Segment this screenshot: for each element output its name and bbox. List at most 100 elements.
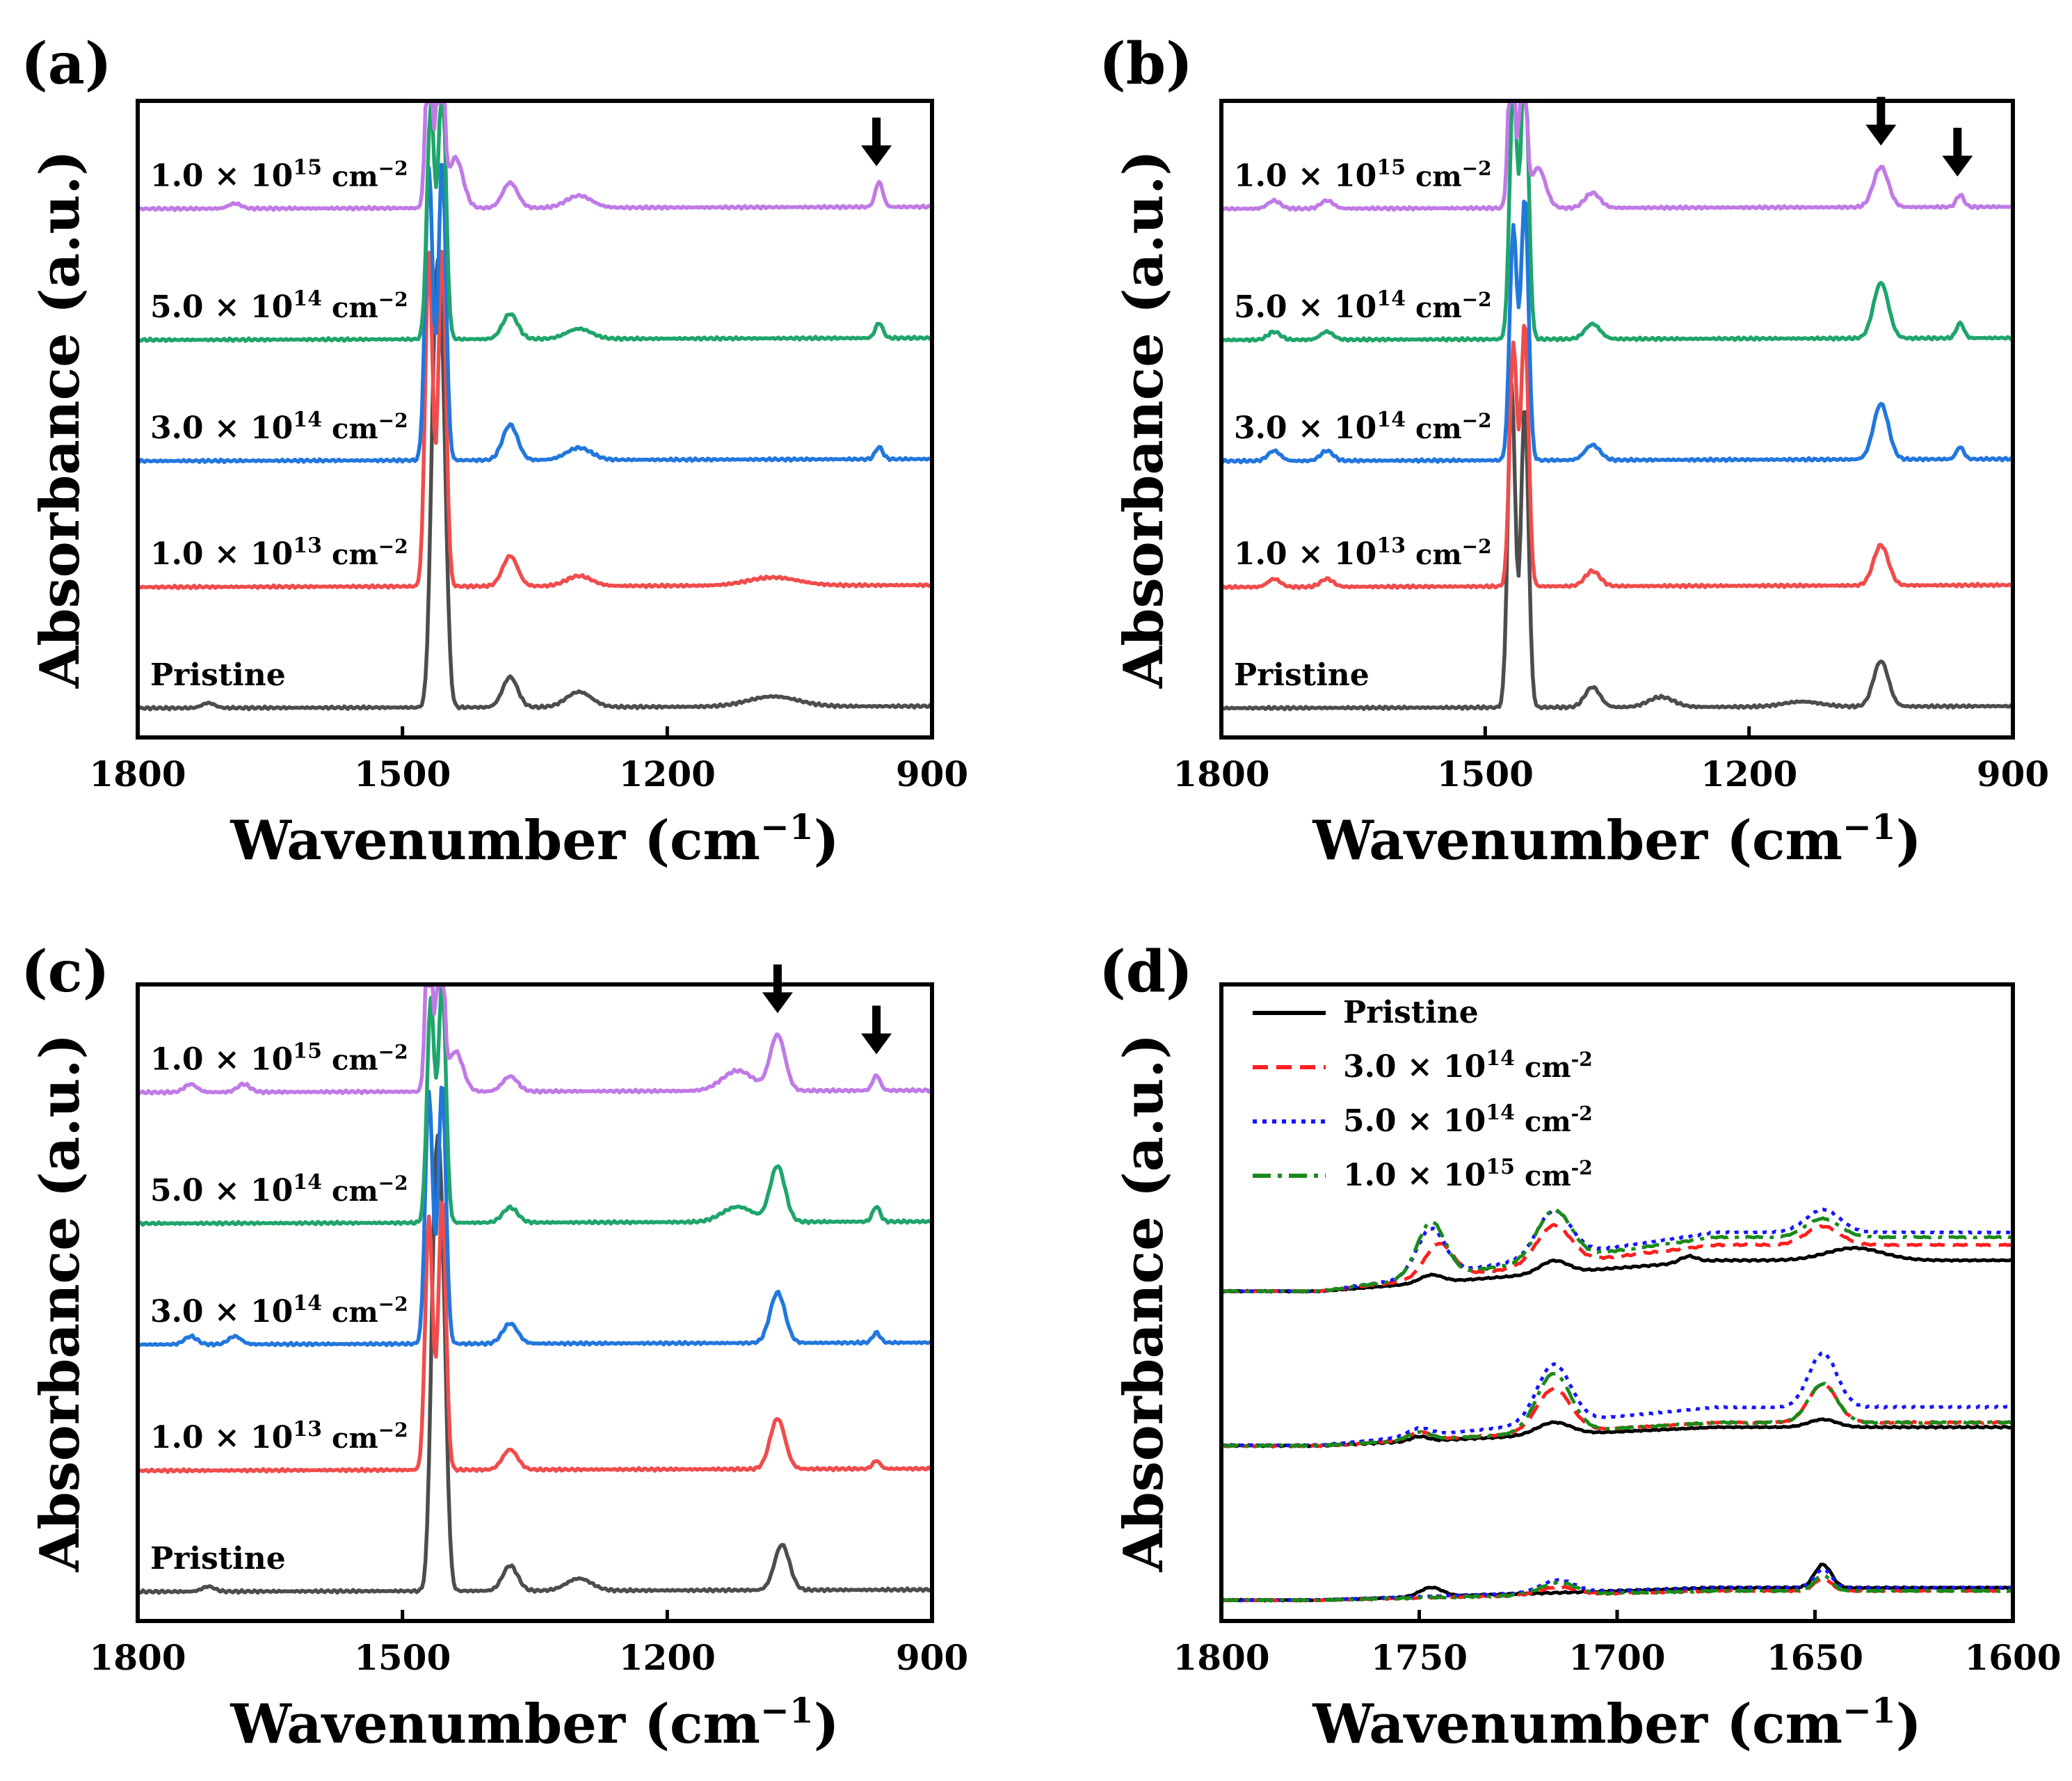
- text-span: −2: [1462, 408, 1492, 431]
- arrow-head: [762, 992, 793, 1014]
- arrow-marker: [762, 964, 793, 1014]
- arrow-shaft: [872, 1005, 881, 1037]
- text-span: 5.0 × 10: [1234, 289, 1376, 325]
- text-span: ): [1896, 809, 1922, 872]
- text-span: 5.0 × 10: [150, 1173, 293, 1208]
- x-tick-label: 1200: [1701, 753, 1797, 794]
- text-span: Pristine: [1234, 657, 1370, 693]
- series-line-d3e14: [136, 1085, 933, 1348]
- text-span: −2: [378, 287, 408, 310]
- x-tick-label: 900: [1977, 753, 2049, 794]
- y-axis-label: Absorbance (a.u.): [1112, 1034, 1175, 1573]
- series-label-d1e13: 1.0 × 1013 cm−2: [150, 1417, 408, 1456]
- series-line-top-d_3e14: [1221, 1222, 2014, 1294]
- text-span: cm: [322, 1422, 378, 1455]
- text-span: 5.0 × 10: [1343, 1103, 1486, 1139]
- panel-label: (b): [1099, 31, 1193, 97]
- series-line-d5e14: [136, 100, 933, 344]
- series-label-pristine: Pristine: [150, 1541, 286, 1576]
- text-span: 3.0 × 10: [1234, 410, 1376, 446]
- text-span: −1: [760, 806, 814, 847]
- text-span: ): [814, 1693, 840, 1756]
- arrow-marker: [861, 1005, 892, 1055]
- text-span: Wavenumber (cm: [1312, 1693, 1842, 1756]
- series-line-middle-d_1e15: [1220, 1371, 2014, 1448]
- arrow-shaft: [773, 964, 782, 996]
- arrow-shaft: [872, 118, 881, 150]
- x-tick-label: 1800: [1173, 753, 1269, 794]
- text-span: Pristine: [1343, 995, 1479, 1030]
- series-line-middle-d_pristine: [1221, 1417, 2014, 1448]
- x-tick-label: 1200: [619, 1637, 716, 1678]
- text-span: -2: [1571, 1156, 1593, 1179]
- arrow-head: [861, 145, 892, 167]
- text-span: 14: [293, 407, 322, 431]
- text-span: 14: [1486, 1101, 1515, 1125]
- text-span: 15: [293, 155, 322, 179]
- x-axis-label: Wavenumber (cm−1): [230, 806, 839, 873]
- series-label-d1e15: 1.0 × 1015 cm−2: [1234, 155, 1492, 194]
- text-span: cm: [1406, 160, 1462, 193]
- text-span: -2: [1571, 1048, 1593, 1071]
- x-axis-label: Wavenumber (cm−1): [1312, 806, 1921, 873]
- legend-label-d_pristine: Pristine: [1343, 995, 1479, 1030]
- text-span: 15: [293, 1039, 322, 1063]
- text-span: 14: [293, 286, 322, 310]
- series-line-d1e13: [136, 249, 933, 591]
- text-span: −2: [1462, 287, 1492, 310]
- text-span: 1.0 × 10: [1343, 1158, 1486, 1193]
- text-span: cm: [322, 413, 378, 445]
- text-span: 14: [1376, 286, 1406, 310]
- text-span: 13: [1376, 534, 1406, 558]
- text-span: cm: [1515, 1051, 1571, 1084]
- series-line-middle-d_3e14: [1221, 1381, 2014, 1448]
- series-label-d1e13: 1.0 × 1013 cm−2: [1234, 534, 1492, 573]
- series-line-d5e14: [136, 984, 933, 1227]
- arrow-shaft: [1953, 127, 1962, 159]
- text-span: 1.0 × 10: [1234, 536, 1376, 572]
- text-span: cm: [1515, 1160, 1571, 1192]
- x-tick-label: 1500: [354, 753, 451, 794]
- text-span: −2: [378, 535, 408, 558]
- x-tick-label: 1800: [89, 753, 186, 794]
- text-span: −2: [378, 1171, 408, 1194]
- x-tick-label: 1700: [1568, 1637, 1665, 1678]
- text-span: cm: [322, 538, 378, 571]
- series-label-d5e14: 5.0 × 1014 cm−2: [150, 1169, 408, 1208]
- text-span: 13: [293, 1417, 322, 1441]
- arrow-head: [1865, 125, 1897, 146]
- text-span: 14: [293, 1291, 322, 1315]
- arrow-marker: [1942, 127, 1973, 177]
- text-span: −2: [378, 408, 408, 431]
- arrow-head: [861, 1033, 892, 1055]
- series-line-d1e15: [136, 100, 933, 212]
- series-label-d1e15: 1.0 × 1015 cm−2: [150, 1039, 408, 1078]
- text-span: −2: [1462, 535, 1492, 558]
- x-tick-label: 1800: [89, 1637, 186, 1678]
- series-line-d5e14: [1221, 100, 2015, 344]
- series-line-pristine: [136, 257, 933, 712]
- text-span: -2: [1571, 1102, 1593, 1125]
- x-tick-label: 1800: [1173, 1637, 1269, 1678]
- text-span: Wavenumber (cm: [1312, 809, 1842, 872]
- series-line-top-d_pristine: [1221, 1245, 2014, 1294]
- series-line-pristine: [136, 1133, 933, 1595]
- x-tick-label: 900: [896, 1637, 968, 1678]
- text-span: −1: [760, 1690, 814, 1731]
- text-span: Pristine: [150, 657, 286, 693]
- series-line-d1e13: [137, 1200, 933, 1474]
- text-span: 14: [1376, 407, 1406, 431]
- x-tick-label: 1600: [1964, 1637, 2061, 1678]
- text-span: 1.0 × 10: [150, 1420, 293, 1455]
- x-tick-label: 1650: [1767, 1637, 1863, 1678]
- text-span: cm: [322, 1044, 378, 1076]
- text-span: 1.0 × 10: [150, 158, 293, 193]
- text-span: 5.0 × 10: [150, 289, 293, 325]
- x-tick-label: 900: [896, 753, 968, 794]
- legend-label-d_1e15: 1.0 × 1015 cm-2: [1343, 1155, 1593, 1194]
